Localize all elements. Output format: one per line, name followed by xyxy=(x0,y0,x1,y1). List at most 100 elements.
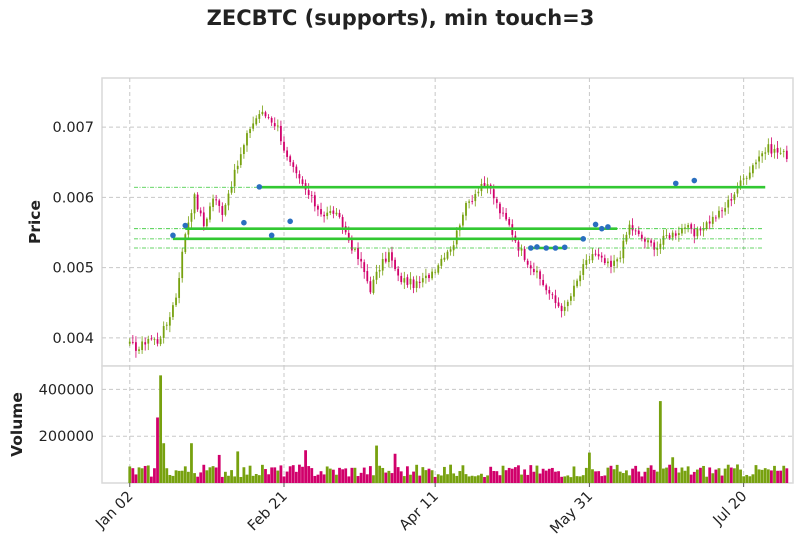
volume-bar xyxy=(677,472,681,483)
candle-body xyxy=(434,271,437,273)
touch-point xyxy=(592,221,599,228)
volume-bar xyxy=(538,473,542,483)
candle-body xyxy=(360,258,363,262)
volume-bar xyxy=(427,468,431,483)
candle-body xyxy=(532,269,535,273)
candle-body xyxy=(557,302,560,307)
volume-bar xyxy=(341,469,345,483)
candle-body xyxy=(375,271,378,280)
price-tick-label: 0.004 xyxy=(52,331,94,347)
volume-bar xyxy=(541,468,545,483)
volume-bar xyxy=(310,468,314,483)
volume-bar xyxy=(359,472,363,483)
candle-body xyxy=(585,260,588,266)
candle-body xyxy=(209,206,211,220)
volume-bar xyxy=(563,476,567,483)
volume-bar xyxy=(501,465,505,483)
volume-bar xyxy=(433,476,437,483)
candle-body xyxy=(403,278,406,283)
volume-bar xyxy=(183,466,187,483)
volume-bar xyxy=(455,475,459,483)
candle-body xyxy=(554,295,557,303)
volume-bar xyxy=(350,467,354,483)
volume-bar xyxy=(264,469,267,483)
volume-bar xyxy=(581,475,585,483)
candle-body xyxy=(317,205,319,210)
candle-body xyxy=(350,240,353,251)
touch-point xyxy=(598,225,605,232)
candle-body xyxy=(650,240,652,243)
volume-bar xyxy=(223,471,227,483)
volume-bar xyxy=(729,467,733,483)
volume-bar xyxy=(353,467,357,483)
candle-body xyxy=(474,193,477,202)
volume-bar xyxy=(180,470,184,483)
touch-point xyxy=(170,232,176,239)
volume-bar xyxy=(544,470,548,483)
volume-bar xyxy=(208,467,212,483)
volume-bar xyxy=(273,467,277,483)
volume-bar xyxy=(615,464,619,483)
candle-body xyxy=(560,305,563,312)
volume-bar xyxy=(285,471,289,483)
volume-bar xyxy=(257,475,261,483)
candle-body xyxy=(338,212,341,217)
volume-bar xyxy=(773,465,776,483)
candle-body xyxy=(517,241,520,251)
volume-bar xyxy=(523,469,527,483)
volume-bar xyxy=(643,471,647,483)
volume-bar xyxy=(640,476,644,483)
volume-bar xyxy=(372,475,375,483)
candle-body xyxy=(622,240,625,259)
volume-bar xyxy=(631,468,634,483)
volume-bar xyxy=(695,469,699,483)
volume-bar xyxy=(517,465,520,483)
volume-bar xyxy=(298,464,301,483)
volume-bar xyxy=(680,467,684,483)
candle-body xyxy=(782,151,785,152)
candle-body xyxy=(329,211,332,214)
candle-body xyxy=(135,342,137,351)
candle-body xyxy=(742,178,745,180)
volume-bar xyxy=(177,470,181,483)
volume-bar xyxy=(597,471,601,483)
volume-bar xyxy=(603,475,607,483)
candle-body xyxy=(175,297,177,306)
candle-body xyxy=(363,262,366,273)
volume-bar xyxy=(584,467,588,483)
volume-bar xyxy=(652,469,656,483)
volume-bar xyxy=(489,466,493,483)
volume-bar xyxy=(569,477,573,483)
volume-bar xyxy=(742,476,746,483)
volume-bar xyxy=(609,465,613,483)
volume-bar xyxy=(418,475,422,483)
candle-body xyxy=(138,349,140,351)
volume-bar xyxy=(732,468,736,483)
candle-body xyxy=(141,341,144,351)
candle-body xyxy=(483,183,486,187)
touch-point xyxy=(256,184,263,190)
candle-body xyxy=(693,228,696,237)
volume-bar xyxy=(134,474,138,483)
candle-body xyxy=(391,252,393,261)
candle-body xyxy=(335,212,338,215)
volume-bar xyxy=(686,466,690,483)
volume-bar xyxy=(186,471,190,483)
candle-body xyxy=(295,166,298,174)
candle-body xyxy=(428,274,430,279)
volume-bar xyxy=(211,466,215,483)
touch-point xyxy=(534,244,540,250)
touch-point xyxy=(580,236,587,242)
candle-body xyxy=(246,133,248,146)
volume-bar xyxy=(776,470,779,483)
candle-body xyxy=(446,251,449,259)
candle-body xyxy=(440,258,443,266)
x-tick-label: Jan 02 xyxy=(92,489,136,533)
candle-body xyxy=(634,230,637,232)
volume-bar xyxy=(754,465,758,483)
candle-body xyxy=(310,195,313,197)
price-tick-label: 0.006 xyxy=(52,190,94,206)
volume-bar xyxy=(760,469,764,483)
volume-bar xyxy=(748,476,752,483)
